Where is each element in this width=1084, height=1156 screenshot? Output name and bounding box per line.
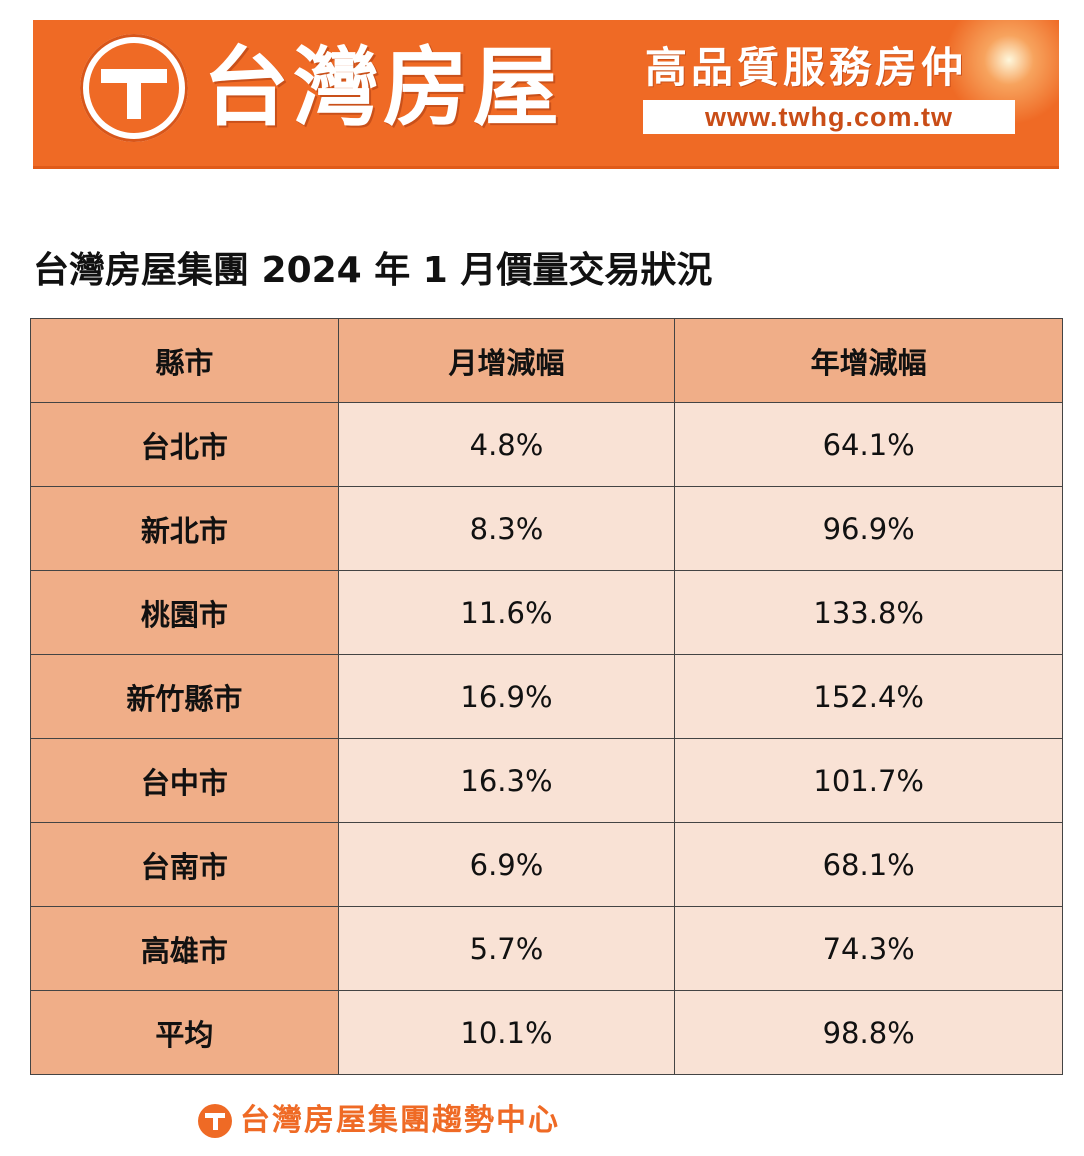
table-row: 台南市 6.9% 68.1%: [30, 822, 1063, 907]
table-row: 平均 10.1% 98.8%: [30, 990, 1063, 1075]
table-row: 台中市 16.3% 101.7%: [30, 738, 1063, 823]
table-header-row: 縣市 月增減幅 年增減幅: [30, 318, 1063, 403]
cell-city: 台南市: [30, 822, 339, 907]
cell-city: 平均: [30, 990, 339, 1075]
cell-yearly-change: 152.4%: [674, 654, 1063, 739]
cell-yearly-change: 96.9%: [674, 486, 1063, 571]
table-row: 台北市 4.8% 64.1%: [30, 402, 1063, 487]
cell-city: 新竹縣市: [30, 654, 339, 739]
cell-city: 桃園市: [30, 570, 339, 655]
cell-yearly-change: 133.8%: [674, 570, 1063, 655]
brand-logo-icon: [80, 34, 188, 142]
table-row: 桃園市 11.6% 133.8%: [30, 570, 1063, 655]
cell-monthly-change: 11.6%: [337, 570, 676, 655]
cell-monthly-change: 16.3%: [337, 738, 676, 823]
cell-yearly-change: 68.1%: [674, 822, 1063, 907]
brand-slogan: 高品質服務房仲: [645, 43, 968, 92]
column-header-monthly-change: 月增減幅: [337, 318, 676, 403]
cell-monthly-change: 5.7%: [337, 906, 676, 991]
cell-monthly-change: 10.1%: [337, 990, 676, 1075]
cell-monthly-change: 8.3%: [337, 486, 676, 571]
table-row: 新竹縣市 16.9% 152.4%: [30, 654, 1063, 739]
cell-monthly-change: 6.9%: [337, 822, 676, 907]
cell-monthly-change: 4.8%: [337, 402, 676, 487]
header-banner: 台灣房屋 高品質服務房仲 www.twhg.com.tw: [33, 20, 1059, 169]
cell-yearly-change: 74.3%: [674, 906, 1063, 991]
footer-text: 台灣房屋集團趨勢中心: [240, 1103, 560, 1138]
column-header-yearly-change: 年增減幅: [674, 318, 1063, 403]
table-row: 高雄市 5.7% 74.3%: [30, 906, 1063, 991]
transaction-table: 縣市 月增減幅 年增減幅 台北市 4.8% 64.1% 新北市 8.3% 96.9% 桃園市…: [30, 318, 1063, 1075]
cell-yearly-change: 98.8%: [674, 990, 1063, 1075]
cell-yearly-change: 101.7%: [674, 738, 1063, 823]
cell-city: 台中市: [30, 738, 339, 823]
cell-city: 高雄市: [30, 906, 339, 991]
table-row: 新北市 8.3% 96.9%: [30, 486, 1063, 571]
cell-yearly-change: 64.1%: [674, 402, 1063, 487]
website-url: www.twhg.com.tw: [643, 100, 1015, 134]
cell-city: 新北市: [30, 486, 339, 571]
page-title: 台灣房屋集團 2024 年 1 月價量交易狀況: [33, 250, 713, 291]
footer-logo-icon: [198, 1104, 232, 1138]
cell-city: 台北市: [30, 402, 339, 487]
column-header-city: 縣市: [30, 318, 339, 403]
brand-name: 台灣房屋: [203, 38, 563, 138]
cell-monthly-change: 16.9%: [337, 654, 676, 739]
